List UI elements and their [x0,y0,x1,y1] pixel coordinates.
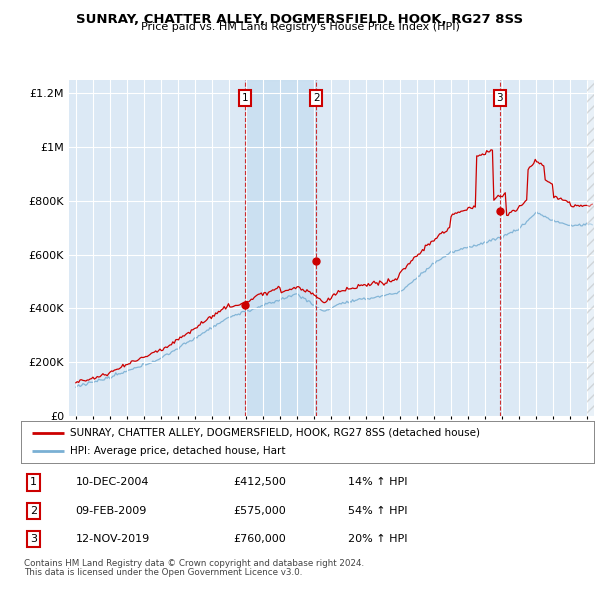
Text: 1: 1 [30,477,37,487]
Text: 12-NOV-2019: 12-NOV-2019 [76,534,149,544]
Text: 14% ↑ HPI: 14% ↑ HPI [347,477,407,487]
Text: £760,000: £760,000 [233,534,286,544]
Text: SUNRAY, CHATTER ALLEY, DOGMERSFIELD, HOOK, RG27 8SS (detached house): SUNRAY, CHATTER ALLEY, DOGMERSFIELD, HOO… [70,428,480,438]
Text: £412,500: £412,500 [233,477,286,487]
Text: Price paid vs. HM Land Registry's House Price Index (HPI): Price paid vs. HM Land Registry's House … [140,22,460,32]
Text: 1: 1 [242,93,248,103]
Text: Contains HM Land Registry data © Crown copyright and database right 2024.: Contains HM Land Registry data © Crown c… [24,559,364,568]
Bar [245,80,316,416]
Text: £575,000: £575,000 [233,506,286,516]
Text: 3: 3 [496,93,503,103]
Text: 09-FEB-2009: 09-FEB-2009 [76,506,147,516]
Text: 20% ↑ HPI: 20% ↑ HPI [347,534,407,544]
Text: 2: 2 [30,506,37,516]
Text: 2: 2 [313,93,320,103]
Text: 10-DEC-2004: 10-DEC-2004 [76,477,149,487]
Text: SUNRAY, CHATTER ALLEY, DOGMERSFIELD, HOOK, RG27 8SS: SUNRAY, CHATTER ALLEY, DOGMERSFIELD, HOO… [76,13,524,26]
Text: 54% ↑ HPI: 54% ↑ HPI [347,506,407,516]
Text: HPI: Average price, detached house, Hart: HPI: Average price, detached house, Hart [70,446,285,456]
Text: 3: 3 [30,534,37,544]
Text: This data is licensed under the Open Government Licence v3.0.: This data is licensed under the Open Gov… [24,568,302,577]
